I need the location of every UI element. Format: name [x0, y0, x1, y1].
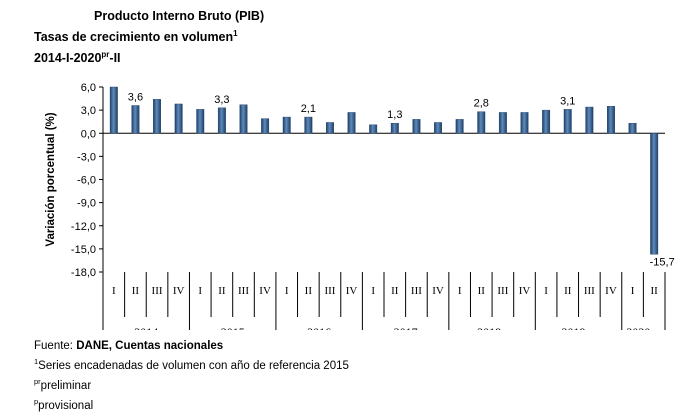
bar: [477, 111, 486, 134]
bar: [174, 103, 183, 134]
quarter-label: III: [324, 285, 335, 297]
bar: [239, 104, 248, 134]
quarter-label: IV: [519, 285, 531, 297]
footnote-3: pprovisional: [34, 396, 94, 412]
quarter-label: I: [285, 285, 289, 297]
quarter-label: III: [152, 285, 163, 297]
bar: [217, 107, 226, 134]
data-label: 3,3: [214, 94, 229, 106]
bar: [390, 123, 399, 134]
bar: [434, 122, 442, 134]
quarter-label: II: [391, 285, 399, 297]
quarter-label: III: [411, 285, 422, 297]
quarter-label: IV: [173, 285, 185, 297]
y-tick-label: -15,0: [71, 244, 96, 256]
year-label: 2018p: [477, 325, 507, 330]
quarter-label: I: [371, 285, 375, 297]
bar: [650, 133, 659, 255]
y-tick-label: -18,0: [71, 267, 96, 279]
quarter-label: II: [305, 285, 313, 297]
data-label: 3,6: [128, 92, 143, 104]
bar: [498, 112, 507, 134]
y-tick-label: -6,0: [77, 175, 96, 187]
year-label: 2019pr: [562, 325, 596, 330]
quarter-label: II: [218, 285, 226, 297]
chart-title: Producto Interno Bruto (PIB): [94, 9, 265, 23]
source-note: Fuente: DANE, Cuentas nacionales: [34, 340, 224, 352]
quarter-label: I: [631, 285, 635, 297]
year-label: 2015: [221, 325, 245, 330]
data-label: 2,8: [474, 98, 489, 110]
quarter-label: III: [238, 285, 249, 297]
quarter-label: I: [112, 285, 116, 297]
bar: [347, 112, 356, 134]
quarter-label: II: [132, 285, 140, 297]
bar: [628, 123, 637, 134]
bar: [585, 106, 594, 134]
pib-bar-chart: 6,03,00,0-3,0-6,0-9,0-12,0-15,0-18,0 I II…: [45, 82, 675, 330]
bar: [153, 99, 161, 134]
year-label: 2020pr: [626, 325, 660, 330]
bar: [196, 109, 205, 134]
bar: [607, 106, 615, 134]
y-tick-label: 0,0: [81, 128, 96, 140]
bar: [520, 112, 529, 134]
bar: [261, 118, 270, 134]
data-label: 3,1: [560, 95, 575, 107]
bar: [131, 105, 140, 134]
footnote-2: prpreliminar: [34, 376, 92, 392]
quarter-label: I: [544, 285, 548, 297]
chart-title-block: Producto Interno Bruto (PIB) Tasas de cr…: [34, 8, 264, 67]
bar: [282, 116, 291, 134]
quarter-label: IV: [432, 285, 444, 297]
quarter-label: I: [198, 285, 202, 297]
y-axis-label: Variación porcentual (%): [45, 112, 57, 246]
x-axis: IIIIIIIV2014IIIIIIIV2015IIIIIIIV2016IIII…: [102, 272, 666, 330]
y-tick-label: -12,0: [71, 221, 96, 233]
chart-period: 2014-I-2020pr-II: [34, 50, 121, 66]
bar: [455, 119, 464, 134]
bars: [109, 86, 659, 255]
bar: [304, 116, 313, 134]
bar: [542, 109, 551, 134]
footnote-1: 1Series encadenadas de volumen con año d…: [34, 357, 349, 372]
bar: [563, 109, 572, 134]
data-label: -15,7: [650, 256, 675, 268]
year-label: 2017: [394, 325, 418, 330]
footnotes: Fuente: DANE, Cuentas nacionales 1Series…: [34, 338, 349, 413]
data-label: 2,1: [301, 103, 316, 115]
y-axis: 6,0 3,0 0,0 -3,0 -6,0 -9,0 -12,0 -15,0 -18,0: [71, 82, 665, 279]
bar: [326, 122, 334, 134]
bar: [369, 124, 378, 134]
quarter-label: I: [458, 285, 462, 297]
year-label: 2014: [134, 325, 158, 330]
quarter-label: IV: [605, 285, 617, 297]
quarter-label: IV: [346, 285, 358, 297]
quarter-label: IV: [259, 285, 271, 297]
bar: [109, 86, 118, 134]
y-tick-label: 3,0: [81, 105, 96, 117]
year-label: 2016: [307, 325, 331, 330]
y-tick-label: 6,0: [81, 82, 96, 94]
quarter-label: III: [497, 285, 508, 297]
y-tick-label: -9,0: [77, 198, 96, 210]
quarter-label: III: [584, 285, 595, 297]
data-labels: 3,6 3,3 2,1 1,3 2,8 3,1 -15,7: [128, 92, 675, 269]
y-tick-label: -3,0: [77, 151, 96, 163]
quarter-label: II: [564, 285, 572, 297]
quarter-label: II: [651, 285, 659, 297]
bar: [412, 119, 421, 134]
chart-subtitle: Tasas de crecimiento en volumen1: [34, 29, 238, 45]
quarter-label: II: [478, 285, 486, 297]
data-label: 1,3: [387, 109, 402, 121]
